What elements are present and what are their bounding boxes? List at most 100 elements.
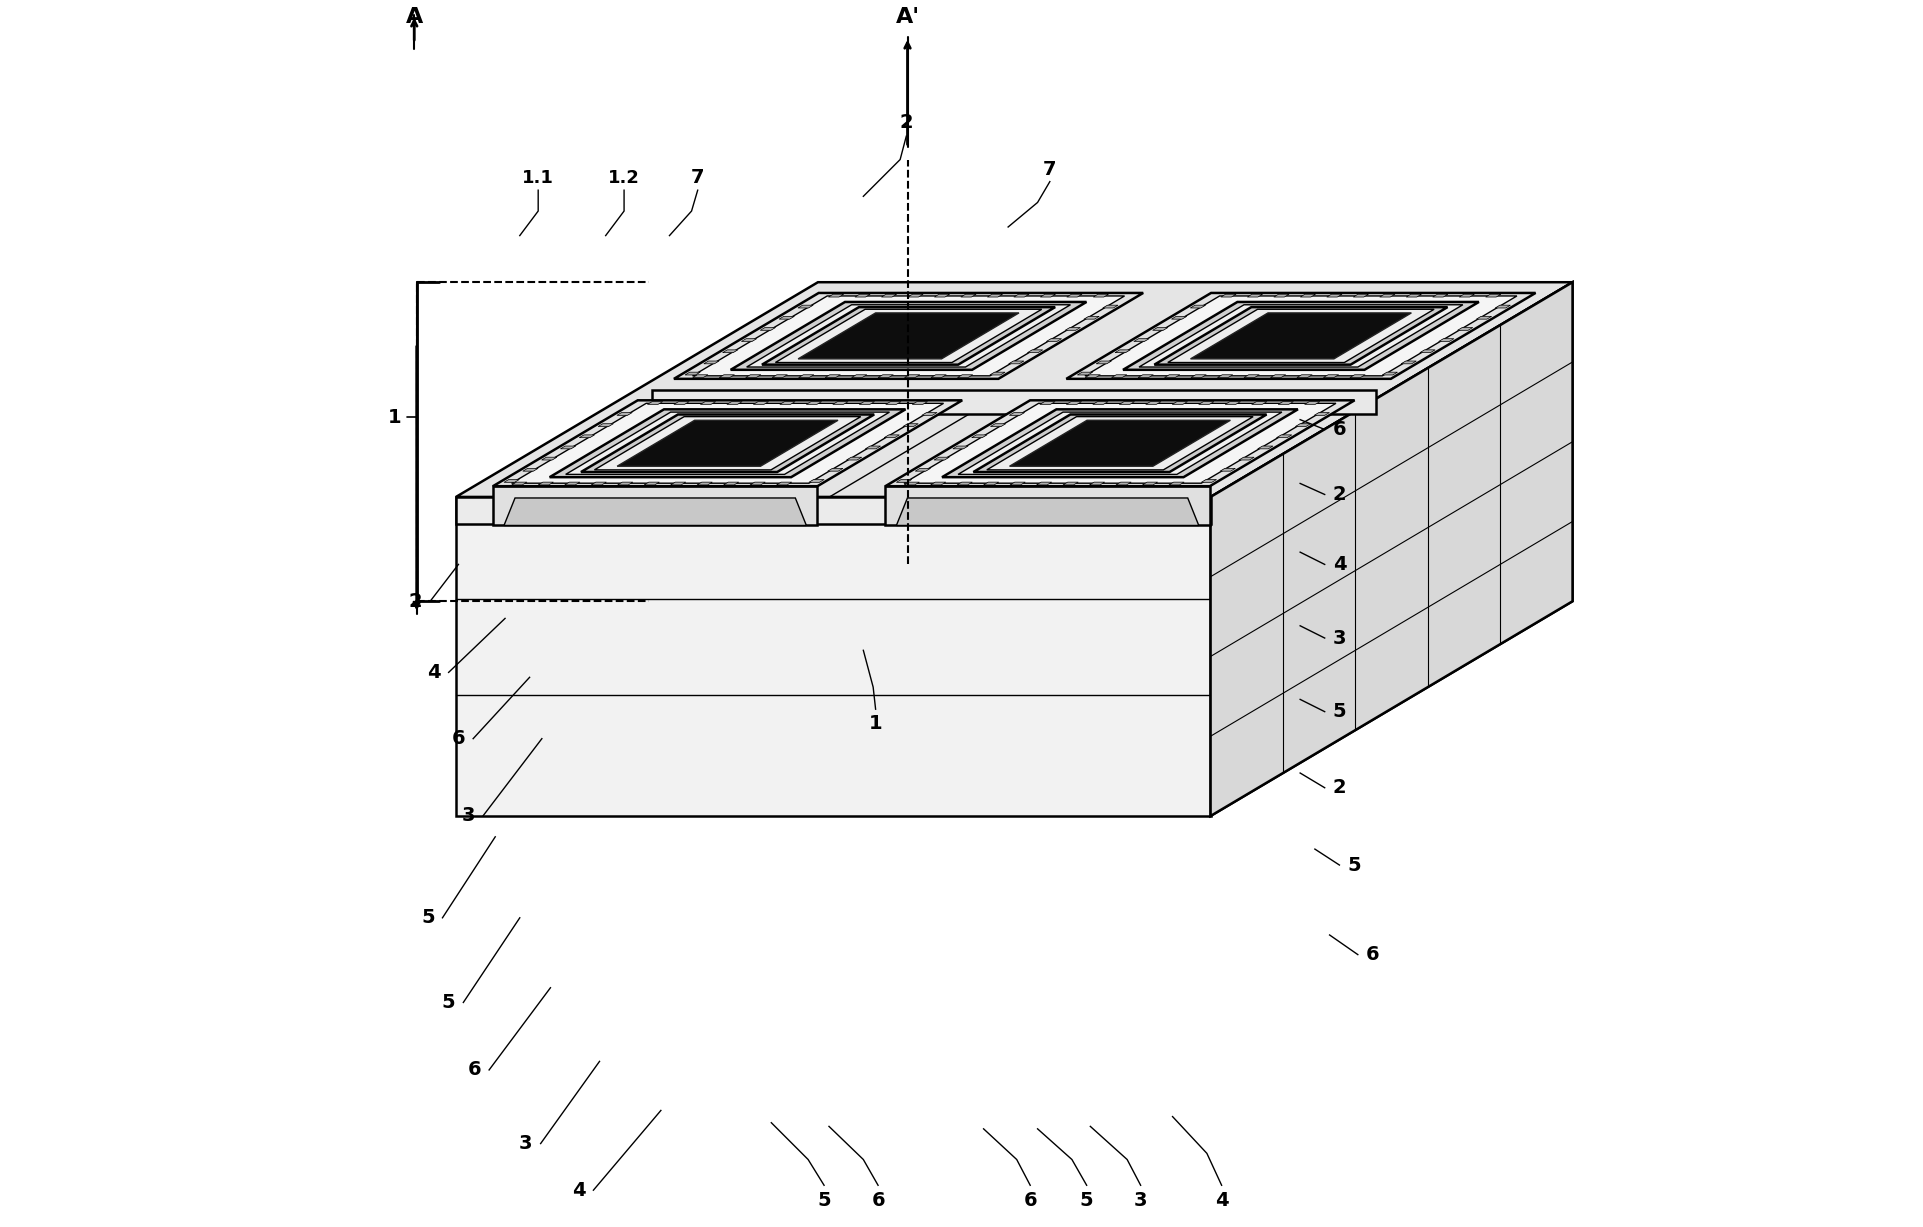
Polygon shape	[1296, 423, 1311, 427]
Polygon shape	[915, 469, 931, 471]
Polygon shape	[565, 412, 890, 475]
Polygon shape	[1171, 317, 1186, 319]
Polygon shape	[700, 401, 715, 405]
Text: 5: 5	[421, 908, 435, 928]
Polygon shape	[942, 410, 1298, 477]
Text: 1: 1	[869, 714, 883, 734]
Polygon shape	[846, 458, 862, 460]
Polygon shape	[806, 401, 821, 405]
Text: 1: 1	[388, 407, 402, 427]
Polygon shape	[542, 458, 558, 460]
Polygon shape	[560, 447, 575, 449]
Polygon shape	[579, 434, 594, 438]
Polygon shape	[1258, 447, 1273, 449]
Polygon shape	[1142, 482, 1158, 485]
Text: 6: 6	[871, 1190, 885, 1210]
Polygon shape	[1460, 294, 1475, 297]
Polygon shape	[1296, 374, 1311, 378]
Polygon shape	[1169, 482, 1185, 485]
Polygon shape	[829, 294, 844, 297]
Text: 5: 5	[1333, 702, 1346, 721]
Polygon shape	[777, 482, 792, 485]
Polygon shape	[565, 482, 581, 485]
Polygon shape	[1300, 294, 1315, 297]
Polygon shape	[1458, 328, 1473, 330]
Polygon shape	[825, 374, 840, 378]
Polygon shape	[692, 296, 1125, 375]
Polygon shape	[671, 482, 687, 485]
Polygon shape	[523, 469, 538, 471]
Polygon shape	[692, 374, 708, 378]
Polygon shape	[1323, 374, 1338, 378]
Polygon shape	[798, 313, 1019, 358]
Polygon shape	[798, 306, 813, 308]
Polygon shape	[775, 309, 1042, 362]
Polygon shape	[1013, 294, 1029, 297]
Polygon shape	[1219, 469, 1235, 471]
Polygon shape	[990, 372, 1006, 375]
Polygon shape	[1252, 401, 1267, 405]
Polygon shape	[1198, 401, 1213, 405]
Polygon shape	[1217, 374, 1233, 378]
Polygon shape	[760, 328, 775, 330]
Polygon shape	[617, 412, 633, 415]
Polygon shape	[648, 401, 663, 405]
Polygon shape	[1067, 401, 1081, 405]
Polygon shape	[1123, 302, 1479, 369]
Polygon shape	[1046, 339, 1061, 341]
Polygon shape	[912, 401, 927, 405]
Polygon shape	[935, 294, 950, 297]
Text: 3: 3	[519, 1134, 533, 1153]
Polygon shape	[512, 404, 944, 483]
Polygon shape	[1279, 401, 1294, 405]
Polygon shape	[762, 307, 1056, 364]
Polygon shape	[1027, 350, 1042, 352]
Polygon shape	[456, 497, 1211, 524]
Polygon shape	[958, 412, 1283, 475]
Polygon shape	[935, 458, 950, 460]
Polygon shape	[1211, 282, 1573, 816]
Polygon shape	[1190, 374, 1206, 378]
Polygon shape	[673, 401, 688, 405]
Polygon shape	[538, 482, 554, 485]
Polygon shape	[1221, 294, 1236, 297]
Polygon shape	[986, 294, 1002, 297]
Polygon shape	[1419, 350, 1435, 352]
Polygon shape	[1173, 401, 1188, 405]
Polygon shape	[1111, 374, 1127, 378]
Text: 6: 6	[467, 1060, 481, 1080]
Polygon shape	[581, 415, 875, 472]
Polygon shape	[456, 282, 1573, 497]
Polygon shape	[1304, 401, 1319, 405]
Polygon shape	[1496, 306, 1510, 308]
Polygon shape	[1477, 317, 1492, 319]
Polygon shape	[1119, 401, 1135, 405]
Polygon shape	[921, 412, 937, 415]
Text: 1.1: 1.1	[523, 169, 554, 187]
Polygon shape	[885, 400, 1354, 486]
Polygon shape	[865, 447, 881, 449]
Text: 4: 4	[427, 663, 440, 682]
Polygon shape	[986, 417, 1254, 470]
Text: 6: 6	[1333, 420, 1346, 439]
Text: 4: 4	[1215, 1190, 1229, 1210]
Polygon shape	[1327, 294, 1342, 297]
Polygon shape	[990, 423, 1006, 427]
Polygon shape	[1065, 328, 1081, 330]
Polygon shape	[931, 374, 946, 378]
Polygon shape	[1135, 339, 1150, 341]
Polygon shape	[1225, 401, 1240, 405]
Polygon shape	[1040, 401, 1056, 405]
Polygon shape	[931, 482, 946, 485]
Polygon shape	[958, 374, 973, 378]
Polygon shape	[1010, 421, 1231, 466]
Polygon shape	[1092, 401, 1108, 405]
Text: 2: 2	[900, 113, 913, 133]
Polygon shape	[1115, 350, 1131, 352]
Text: 4: 4	[571, 1180, 585, 1200]
Text: 1.2: 1.2	[608, 169, 640, 187]
Polygon shape	[1077, 372, 1092, 375]
Polygon shape	[1273, 294, 1288, 297]
Polygon shape	[1090, 482, 1104, 485]
Polygon shape	[1036, 482, 1052, 485]
